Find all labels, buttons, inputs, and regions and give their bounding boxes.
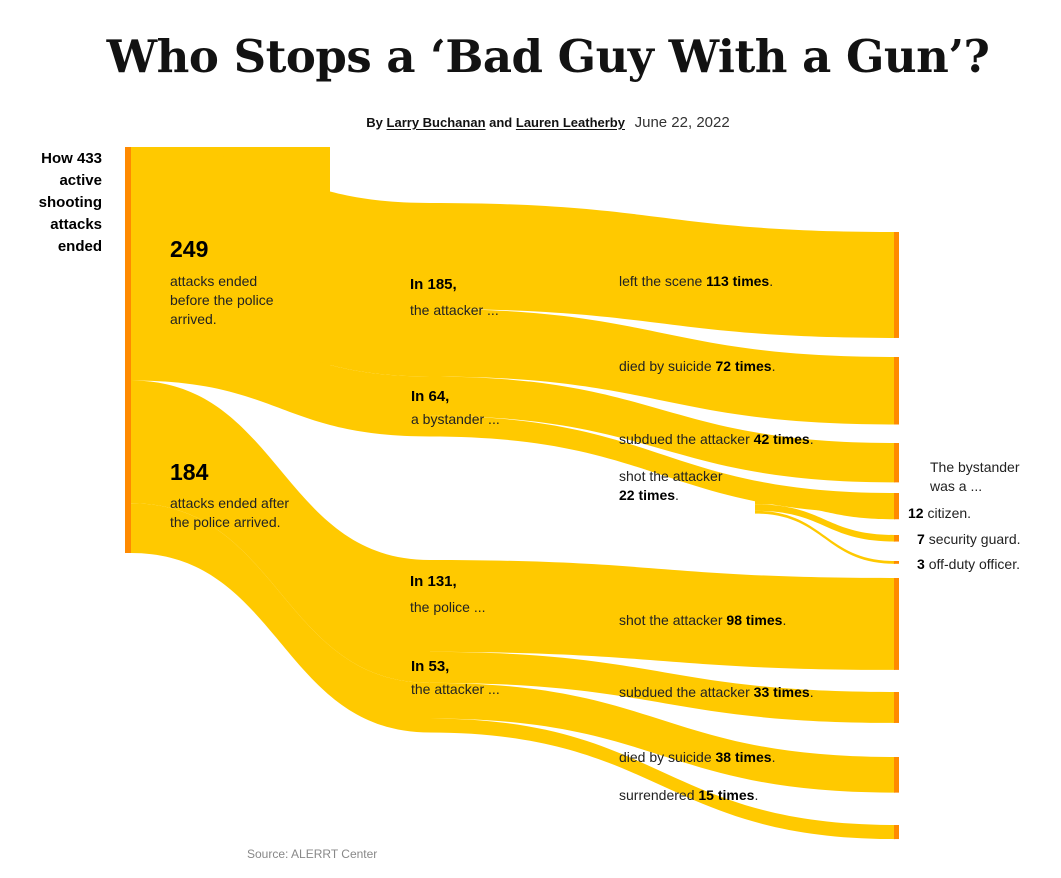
outcome-subdued-police: subdued the attacker 33 times. xyxy=(619,684,814,700)
outcome-suicide-after: died by suicide 38 times. xyxy=(619,749,776,765)
bystander-type-security-guard: 7 security guard. xyxy=(917,531,1021,547)
flow-left-scene-bar xyxy=(894,232,899,338)
bystander-type-citizen: 12 citizen. xyxy=(908,505,972,521)
bystander-head: In 64, xyxy=(411,388,450,405)
flow-to-attacker-after xyxy=(131,503,430,733)
flow-security-guard xyxy=(755,504,895,542)
before-police-number: 249 xyxy=(170,236,209,262)
outcome-suicide-before: died by suicide 72 times. xyxy=(619,358,776,374)
author-link-1[interactable]: Larry Buchanan xyxy=(386,115,486,130)
flow-shot-police xyxy=(429,560,895,670)
byline-and: and xyxy=(489,115,513,130)
author-link-2[interactable]: Lauren Leatherby xyxy=(515,115,625,130)
bystander-type-off-duty-officer: 3 off-duty officer. xyxy=(917,556,1021,572)
after-police-number: 184 xyxy=(170,459,209,485)
flow-subdued-police xyxy=(429,651,895,723)
headline: Who Stops a ‘Bad Guy With a Gun’? xyxy=(106,30,990,83)
flow-security-guard-bar xyxy=(894,535,899,542)
flow-to-police xyxy=(131,380,430,683)
flow-off-duty-officer xyxy=(755,510,895,564)
flow-subdued-police-bar xyxy=(894,692,899,723)
flow-surrendered xyxy=(429,718,895,840)
outcome-subdued-bystander: subdued the attacker 42 times. xyxy=(619,431,814,447)
source-note: Source: ALERRT Center xyxy=(247,847,378,861)
after-police-text: attacks ended after the police arrived. xyxy=(170,495,290,530)
outcome-shot-bystander: shot the attacker 22 times. xyxy=(619,468,723,503)
flow-subdued-bystander-bar xyxy=(894,443,899,483)
publish-date: June 22, 2022 xyxy=(634,114,730,131)
flow-shot-bystander-bar xyxy=(894,493,899,514)
outcome-shot-police: shot the attacker 98 times. xyxy=(619,612,787,628)
outcome-left-scene: left the scene 113 times. xyxy=(619,273,774,289)
bystander-type-heading: The bystander was a ... xyxy=(930,459,1020,494)
flow-suicide-after-bar xyxy=(894,757,899,793)
byline: By Larry Buchanan and Lauren Leatherby J… xyxy=(0,114,1061,131)
bystander-sub: a bystander ... xyxy=(411,411,500,427)
flow-shot-bystander xyxy=(429,415,895,514)
flow-surrendered-bar xyxy=(894,825,899,840)
attacker-before-sub: the attacker ... xyxy=(410,302,499,318)
total-attacks-bar xyxy=(125,147,131,553)
flow-suicide-after xyxy=(429,682,895,793)
attacker-after-head: In 53, xyxy=(411,658,450,675)
flow-to-bystander xyxy=(131,320,430,437)
left-heading: How 433 active shooting attacks ended xyxy=(38,150,102,255)
flow-shot-police-bar xyxy=(894,578,899,670)
attacker-before-head: In 185, xyxy=(410,276,457,293)
byline-by: By xyxy=(366,115,383,130)
police-sub: the police ... xyxy=(410,599,486,615)
police-head: In 131, xyxy=(410,573,457,590)
flow-citizen-bar xyxy=(894,508,899,520)
flow-suicide-before-bar xyxy=(894,357,899,425)
flow-off-duty-officer-bar xyxy=(894,561,899,564)
outcome-surrendered: surrendered 15 times. xyxy=(619,787,759,803)
flow-to-attacker-before xyxy=(131,147,430,377)
flow-citizen xyxy=(755,493,895,520)
flow-suicide-before xyxy=(429,308,895,425)
flow-left-scene xyxy=(429,203,895,338)
attacker-after-sub: the attacker ... xyxy=(411,681,500,697)
before-police-text: attacks ended before the police arrived. xyxy=(170,273,274,327)
flow-subdued-bystander xyxy=(429,376,895,483)
